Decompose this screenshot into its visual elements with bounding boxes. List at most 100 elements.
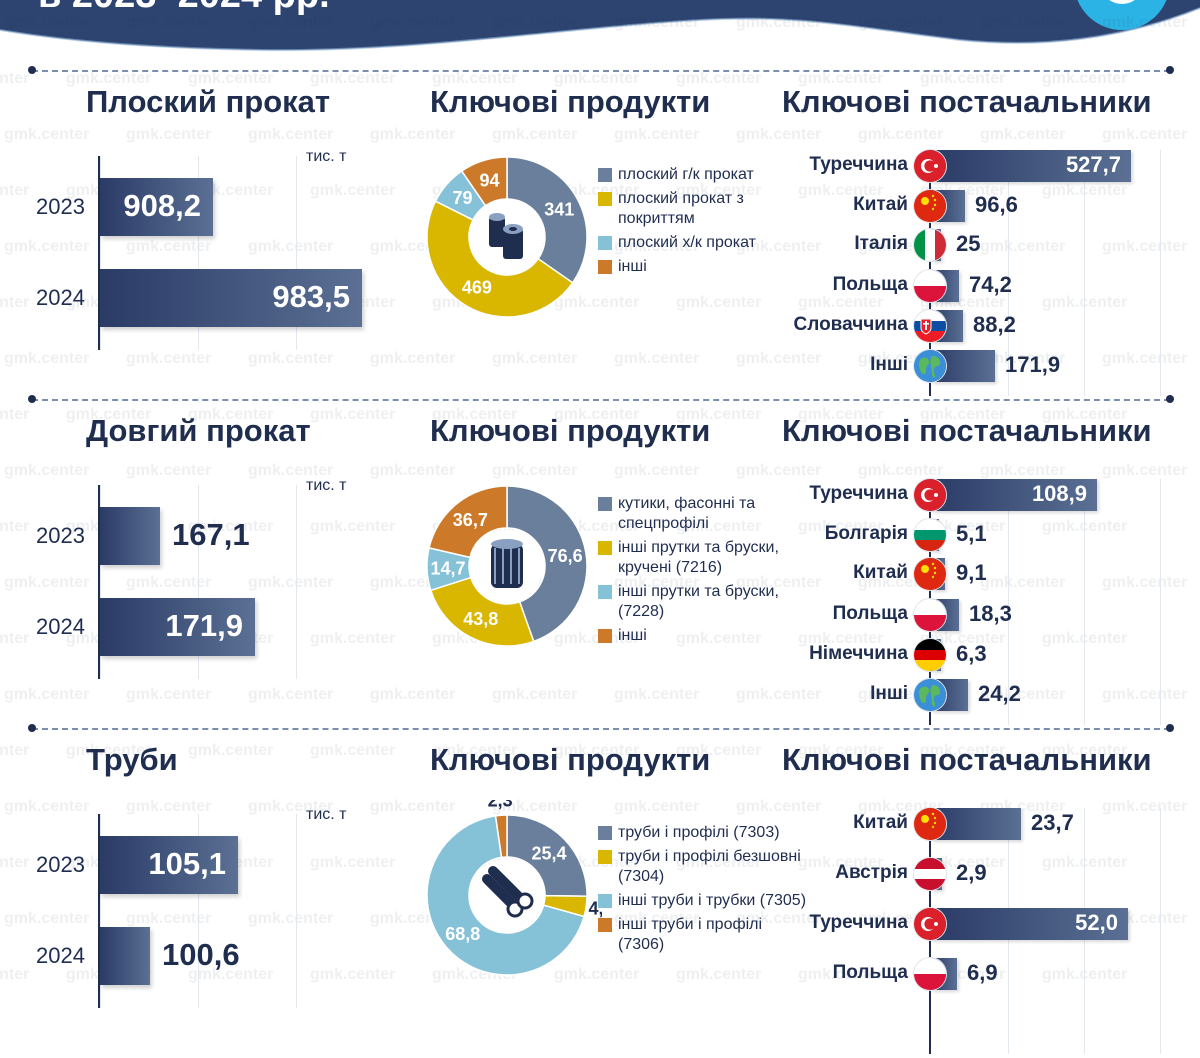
gridline	[1084, 150, 1085, 396]
supplier-bar	[931, 908, 1128, 940]
legend-label: інші прутки та бруски, кручені (7216)	[618, 539, 779, 576]
year-bar	[100, 507, 160, 565]
supplier-bar	[931, 479, 1097, 511]
donut-slice	[429, 576, 535, 647]
supplier-value: 9,1	[956, 560, 987, 585]
donut-label: 341	[544, 200, 574, 220]
logo-icon	[1077, 0, 1167, 30]
supplier-value: 88,2	[973, 312, 1016, 337]
donut-label: 68,8	[445, 924, 480, 944]
legend-label: труби і профілі (7303)	[618, 824, 780, 841]
section-divider	[32, 70, 1170, 72]
gridline	[1008, 479, 1009, 725]
section-pipes: Труби Ключові продукти Ключові постачаль…	[0, 724, 1200, 1058]
turkey-flag-icon	[914, 150, 946, 182]
section-title: Довгий прокат	[86, 413, 311, 448]
gridline	[100, 814, 101, 1008]
y-axis-line	[98, 814, 100, 1008]
gridline	[1160, 150, 1161, 396]
legend-item: плоский прокат з покриттям	[598, 189, 808, 229]
donut-label: 469	[462, 278, 492, 298]
unit-label: тис. т	[306, 148, 347, 165]
section-long-steel: Довгий прокат Ключові продукти Ключові п…	[0, 395, 1200, 729]
donut-slice	[506, 156, 588, 284]
year-label: 2024	[36, 285, 85, 310]
year-value: 167,1	[172, 517, 250, 552]
year-label: 2023	[36, 852, 85, 877]
products-donut-chart: 76,6 43,8 14,7 36,7	[426, 485, 588, 647]
legend-swatch	[598, 918, 612, 932]
y-axis-line	[98, 485, 100, 679]
year-bar	[100, 178, 213, 236]
supplier-value: 171,9	[1005, 352, 1061, 377]
supplier-bar	[931, 808, 1021, 840]
supplier-value: 52,0	[1075, 910, 1118, 935]
legend-item: інші труби і трубки (7305)	[598, 891, 808, 911]
supplier-name: Туреччина	[809, 154, 908, 175]
donut-label: 76,6	[548, 546, 583, 566]
section-flat-steel: Плоский прокат Ключові продукти Ключові …	[0, 66, 1200, 400]
legend-label: інші прутки та бруски, (7228)	[618, 583, 779, 620]
year-bar	[100, 927, 150, 985]
donut-label: 94	[480, 171, 500, 191]
donut-slice	[506, 814, 588, 898]
globe-icon	[914, 679, 946, 711]
header-banner	[0, 0, 1200, 52]
supplier-bar	[931, 150, 1131, 182]
supplier-name: Туреччина	[809, 483, 908, 504]
supplier-value: 6,3	[956, 641, 987, 666]
section-divider	[32, 399, 1170, 401]
globe-icon	[914, 350, 946, 382]
legend-swatch	[598, 585, 612, 599]
supplier-name: Туреччина	[809, 912, 908, 933]
suppliers-title: Ключові постачальники	[782, 413, 1152, 448]
poland-flag-icon	[914, 270, 946, 302]
supplier-value: 23,7	[1031, 810, 1074, 835]
legend-swatch	[598, 541, 612, 555]
products-title: Ключові продукти	[430, 742, 711, 777]
gridline	[296, 814, 297, 1008]
supplier-name: Інші	[870, 354, 908, 375]
gridline	[296, 156, 297, 350]
supplier-name: Словаччина	[793, 314, 908, 335]
products-title: Ключові продукти	[430, 84, 711, 119]
unit-label: тис. т	[306, 477, 347, 494]
slovakia-flag-icon	[914, 310, 946, 342]
products-donut-chart: 25,44,168,82,3	[426, 800, 602, 976]
legend-item: інші прутки та бруски, кручені (7216)	[598, 538, 808, 578]
turkey-flag-icon	[914, 479, 946, 511]
legend-swatch	[598, 826, 612, 840]
y-axis-line	[98, 156, 100, 350]
legend-swatch	[598, 192, 612, 206]
legend-item: плоский г/к прокат	[598, 165, 808, 185]
products-legend: труби і профілі (7303) труби і профілі бе…	[598, 823, 808, 959]
supplier-name: Німеччина	[809, 643, 908, 664]
gridline	[1084, 479, 1085, 725]
china-flag-icon	[914, 190, 946, 222]
gridline	[1160, 479, 1161, 725]
gridline	[198, 814, 199, 1008]
products-title: Ключові продукти	[430, 413, 711, 448]
divider-dot	[28, 66, 36, 74]
austria-flag-icon	[914, 858, 946, 890]
section-divider	[32, 728, 1170, 730]
section-title: Труби	[86, 742, 178, 777]
donut-label: 79	[453, 188, 473, 208]
supplier-value: 527,7	[1065, 152, 1121, 177]
supplier-value: 2,9	[956, 860, 987, 885]
donut-label: 14,7	[431, 558, 466, 578]
legend-swatch	[598, 497, 612, 511]
legend-swatch	[598, 260, 612, 274]
legend-swatch	[598, 850, 612, 864]
supplier-name: Австрія	[835, 862, 908, 883]
pipes-icon	[482, 866, 534, 918]
year-label: 2023	[36, 523, 85, 548]
gridline	[100, 156, 101, 350]
legend-label: інші труби і трубки (7305)	[618, 892, 807, 909]
divider-dot	[1166, 66, 1174, 74]
suppliers-title: Ключові постачальники	[782, 742, 1152, 777]
donut-slice	[426, 814, 585, 976]
year-label: 2024	[36, 943, 85, 968]
supplier-name: Польща	[832, 274, 908, 295]
donut-slice	[428, 485, 508, 559]
